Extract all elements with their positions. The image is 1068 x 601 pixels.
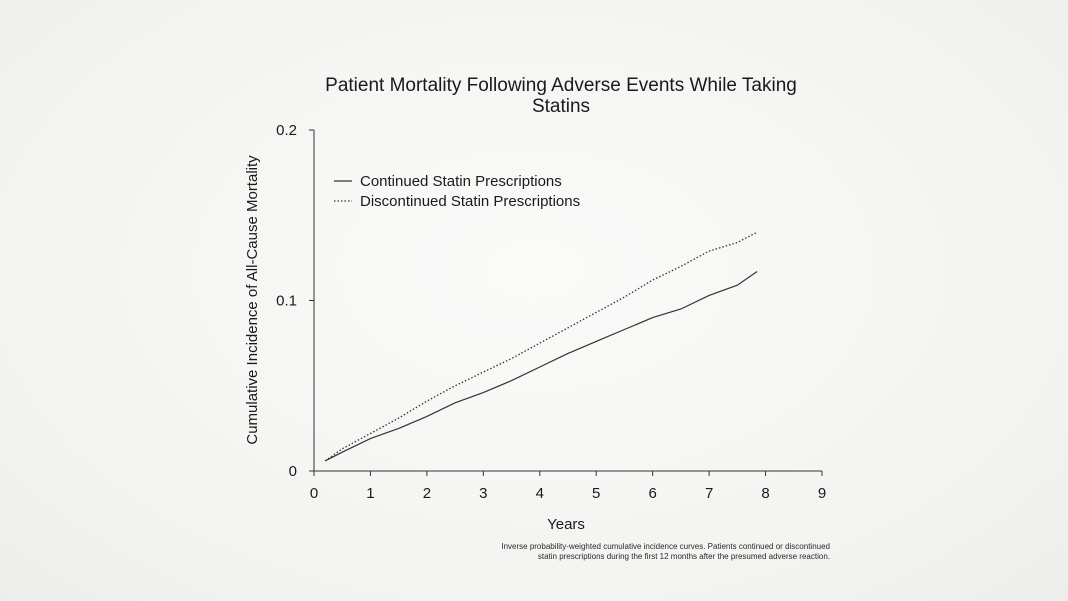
y-ticks: 0 0.1 0.2: [276, 122, 314, 480]
footnote-line-1: Inverse probability-weighted cumulative …: [501, 542, 830, 551]
legend: Continued Statin Prescriptions Discontin…: [334, 173, 580, 210]
x-axis-label: Years: [547, 516, 585, 533]
x-tick-label: 2: [423, 485, 431, 502]
series-layer: [324, 231, 758, 462]
x-tick-label: 5: [592, 485, 600, 502]
y-tick-label: 0.2: [276, 122, 297, 139]
y-axis-label: Cumulative Incidence of All-Cause Mortal…: [244, 155, 261, 445]
y-tick-label: 0.1: [276, 293, 297, 310]
series-line-continued: [325, 271, 758, 462]
x-tick-label: 6: [648, 485, 656, 502]
legend-label-discontinued: Discontinued Statin Prescriptions: [360, 193, 580, 210]
series-line-discontinued: [324, 231, 758, 462]
x-tick-label: 9: [818, 485, 826, 502]
y-tick-label: 0: [289, 463, 297, 480]
legend-label-continued: Continued Statin Prescriptions: [360, 173, 562, 190]
x-tick-label: 8: [761, 485, 769, 502]
footnote-line-2: statin prescriptions during the first 12…: [538, 552, 830, 561]
x-tick-label: 0: [310, 485, 318, 502]
x-tick-label: 1: [366, 485, 374, 502]
chart-title-line-1: Patient Mortality Following Adverse Even…: [325, 75, 797, 96]
x-tick-label: 4: [536, 485, 544, 502]
chart-title-line-2: Statins: [532, 96, 590, 117]
x-tick-label: 7: [705, 485, 713, 502]
x-tick-label: 3: [479, 485, 487, 502]
x-ticks: 0 1 2 3 4 5 6 7 8 9: [310, 471, 826, 502]
